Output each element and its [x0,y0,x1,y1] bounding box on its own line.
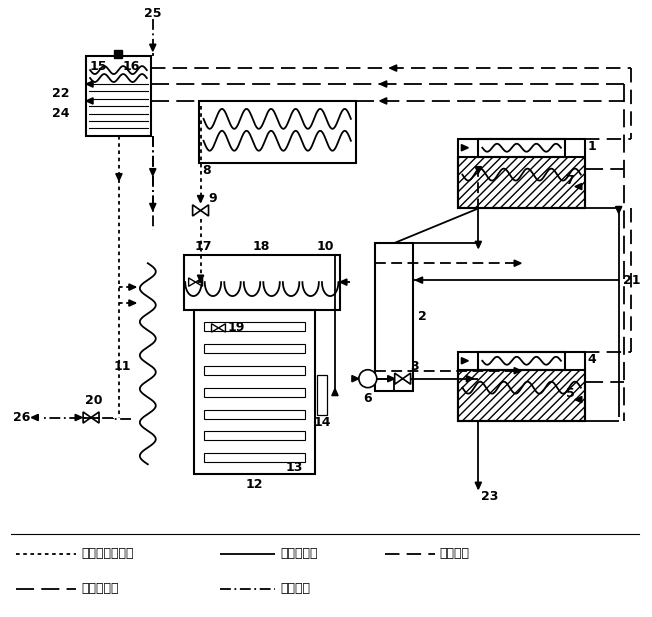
Bar [203,322,305,331]
Text: 热水管路: 热水管路 [280,582,310,595]
Text: 4: 4 [588,354,597,366]
Text: 25: 25 [144,7,162,20]
Bar [203,410,305,418]
Text: 余热管路: 余热管路 [439,547,469,560]
Text: 26: 26 [12,411,30,424]
Polygon shape [340,279,347,285]
Polygon shape [192,205,201,216]
Text: 9: 9 [208,192,217,205]
Text: 11: 11 [113,360,131,373]
Text: 1: 1 [588,140,597,153]
Polygon shape [415,277,422,283]
Text: 10: 10 [316,240,334,253]
Bar [203,453,305,462]
Bar [458,370,585,421]
Polygon shape [86,81,93,87]
Polygon shape [462,144,468,151]
Polygon shape [466,376,473,382]
Bar [479,139,565,157]
Polygon shape [86,98,93,104]
Text: 2: 2 [417,310,426,323]
Polygon shape [198,275,203,282]
Text: 8: 8 [202,164,211,177]
Polygon shape [514,260,521,267]
Text: 7: 7 [565,174,574,187]
Polygon shape [615,207,622,213]
Circle shape [359,370,377,387]
Polygon shape [390,65,396,71]
Bar [184,255,340,310]
Polygon shape [188,278,196,286]
Text: 3: 3 [410,360,419,373]
Bar [114,50,122,58]
Polygon shape [196,278,203,286]
Polygon shape [388,376,394,382]
Polygon shape [475,167,481,173]
Polygon shape [462,358,468,364]
Polygon shape [475,482,481,489]
Bar [194,310,315,474]
Bar [203,366,305,375]
Text: 22: 22 [52,88,70,101]
Text: 12: 12 [246,478,263,491]
Polygon shape [150,168,156,176]
Text: 6: 6 [364,392,372,405]
Bar [203,344,305,353]
Text: 18: 18 [252,240,270,253]
Bar [458,139,585,209]
Bar [375,243,413,391]
Polygon shape [403,373,411,384]
Polygon shape [211,324,218,332]
Bar [86,56,151,136]
Polygon shape [116,173,122,181]
Bar [203,431,305,441]
Polygon shape [129,284,136,290]
Text: 13: 13 [285,461,303,474]
Polygon shape [379,81,387,87]
Bar [203,387,305,397]
Text: 24: 24 [52,107,70,120]
Polygon shape [91,412,99,423]
Bar [317,375,327,415]
Bar [458,157,585,209]
Text: 5: 5 [565,387,574,400]
Polygon shape [575,397,582,403]
Text: 14: 14 [313,416,331,429]
Text: 制冷剂循环: 制冷剂循环 [280,547,318,560]
Text: 冷却水管路: 冷却水管路 [81,582,119,595]
Bar [199,101,356,163]
Polygon shape [394,373,403,384]
Bar [479,352,565,370]
Text: 16: 16 [122,60,140,73]
Polygon shape [332,389,338,395]
Polygon shape [352,376,359,382]
Polygon shape [218,324,226,332]
Text: 19: 19 [228,321,244,334]
Polygon shape [201,205,209,216]
Polygon shape [379,98,387,104]
Polygon shape [31,415,38,421]
Polygon shape [198,196,203,202]
Text: 21: 21 [623,273,640,287]
Polygon shape [575,183,582,189]
Polygon shape [150,44,156,51]
Polygon shape [75,415,82,421]
Text: 20: 20 [85,394,103,407]
Polygon shape [475,241,481,248]
Text: 溴化锂溶液循环: 溴化锂溶液循环 [81,547,134,560]
Text: 17: 17 [195,240,213,253]
Text: 15: 15 [89,60,107,73]
Bar [458,352,585,421]
Polygon shape [514,368,521,374]
Polygon shape [150,204,156,210]
Text: 23: 23 [481,490,499,503]
Polygon shape [129,300,136,306]
Polygon shape [83,412,91,423]
